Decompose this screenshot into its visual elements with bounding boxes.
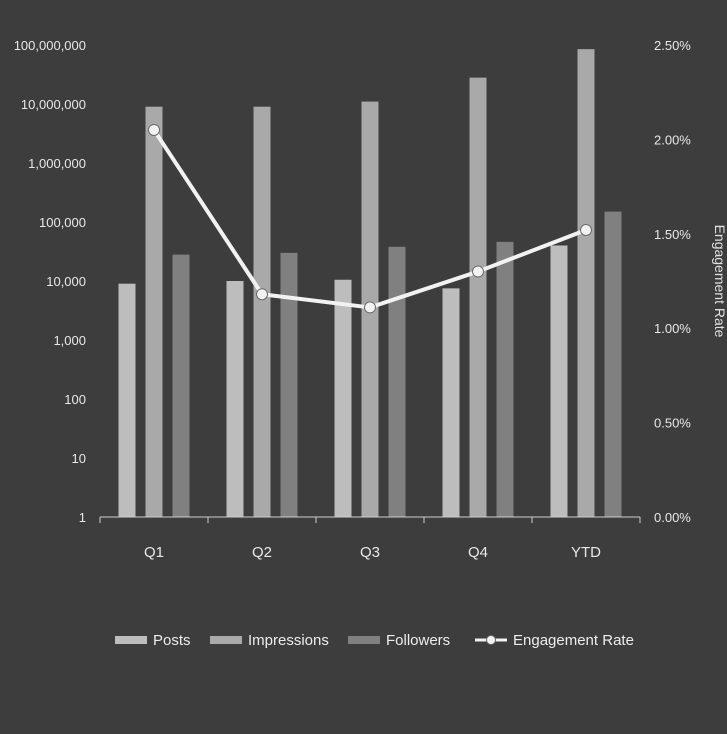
y-left-tick-label: 1,000,000 bbox=[28, 156, 86, 171]
legend-swatch bbox=[348, 636, 380, 644]
x-axis: Q1 Q2 Q3 Q4 YTD bbox=[99, 516, 641, 561]
legend-label: Impressions bbox=[248, 632, 329, 649]
legend-marker-symbol bbox=[486, 635, 496, 645]
legend-label: Engagement Rate bbox=[513, 632, 634, 649]
y-left-tick-label: 100,000 bbox=[39, 215, 86, 230]
bar-series bbox=[118, 49, 622, 518]
bar-followers-ytd bbox=[604, 211, 622, 518]
point-engagement-rate-q2 bbox=[256, 288, 268, 301]
y-axis-right: 0.00% 0.50% 1.00% 1.50% 2.00% 2.50% Engagement… bbox=[654, 38, 727, 525]
bar-followers-q1 bbox=[172, 254, 190, 517]
bar-posts-q2 bbox=[226, 281, 244, 517]
y-left-tick-label: 10,000 bbox=[46, 274, 86, 289]
point-engagement-rate-q3 bbox=[364, 301, 376, 314]
x-category-label: YTD bbox=[571, 544, 601, 561]
bar-impressions-q4 bbox=[469, 77, 487, 517]
legend: Posts Impressions Followers Engagement Rate bbox=[115, 632, 634, 649]
legend-label: Followers bbox=[386, 632, 450, 649]
bar-posts-ytd bbox=[550, 245, 568, 517]
x-category-label: Q2 bbox=[252, 544, 272, 561]
legend-swatch bbox=[210, 636, 242, 644]
y-right-tick-label: 2.50% bbox=[654, 38, 691, 53]
line-series bbox=[148, 123, 592, 314]
y-left-tick-label: 1 bbox=[79, 510, 86, 525]
y-right-tick-label: 1.00% bbox=[654, 321, 691, 336]
bar-impressions-q1 bbox=[145, 106, 163, 517]
bar-followers-q3 bbox=[388, 246, 406, 517]
point-engagement-rate-q1 bbox=[148, 123, 160, 136]
y-right-axis-title: Engagement Rate bbox=[712, 225, 727, 338]
y-right-tick-label: 1.50% bbox=[654, 227, 691, 242]
bar-posts-q4 bbox=[442, 288, 460, 517]
x-category-label: Q3 bbox=[360, 544, 380, 561]
y-right-tick-label: 0.50% bbox=[654, 416, 691, 431]
y-left-tick-label: 10 bbox=[72, 451, 86, 466]
bar-followers-q4 bbox=[496, 241, 514, 518]
bar-impressions-q2 bbox=[253, 106, 271, 517]
x-category-label: Q4 bbox=[468, 544, 488, 561]
y-left-tick-label: 100,000,000 bbox=[14, 38, 86, 53]
y-right-tick-label: 2.00% bbox=[654, 132, 691, 147]
y-right-tick-label: 0.00% bbox=[654, 510, 691, 525]
bar-impressions-ytd bbox=[577, 49, 595, 518]
bar-posts-q1 bbox=[118, 283, 136, 517]
y-left-tick-label: 100 bbox=[64, 392, 86, 407]
legend-label: Posts bbox=[153, 632, 191, 649]
y-axis-left: 1 10 100 1,000 10,000 100,000 1,000,000 10,000,… bbox=[14, 38, 86, 525]
point-engagement-rate-ytd bbox=[580, 224, 592, 237]
y-left-tick-label: 1,000 bbox=[53, 333, 86, 348]
point-engagement-rate-q4 bbox=[472, 265, 484, 278]
y-left-tick-label: 10,000,000 bbox=[21, 97, 86, 112]
bar-posts-q3 bbox=[334, 279, 352, 517]
legend-swatch bbox=[115, 636, 147, 644]
bar-followers-q2 bbox=[280, 252, 298, 517]
x-category-label: Q1 bbox=[144, 544, 164, 561]
